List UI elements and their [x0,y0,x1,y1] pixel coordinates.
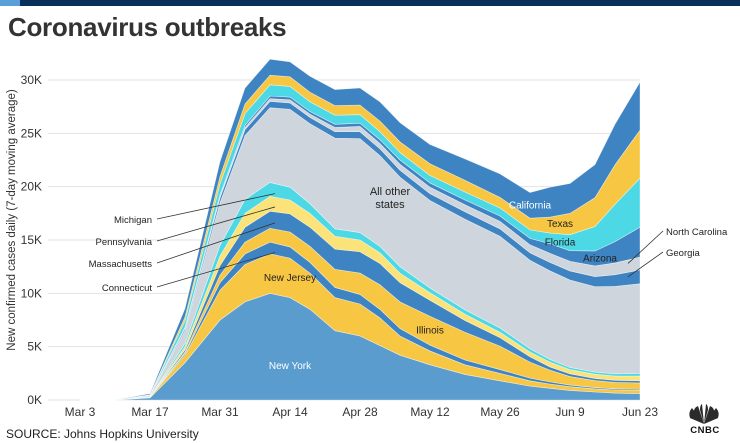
peacock-logo-icon [689,404,719,424]
x-tick-label: Jun 23 [622,405,658,419]
callout-line [627,230,664,264]
y-axis-label: New confirmed cases daily (7-day moving … [6,89,18,351]
logo-wordmark: CNBC [690,425,720,436]
callout-label: North Carolina [666,227,728,238]
x-tick-label: Jun 9 [555,405,585,419]
callout-label: Michigan [114,215,152,226]
callout-line [156,252,276,288]
series-label: New York [269,361,312,372]
callout-line [156,222,276,264]
top-banner-accent [0,0,20,6]
series-label: New Jersey [264,273,316,284]
x-tick-label: Apr 28 [342,405,378,419]
series-label: All other [370,186,411,198]
y-axis-label-wrap: New confirmed cases daily (7-day moving … [2,89,22,351]
y-axis-ticks: 0K 5K 10K 15K 20K 25K 30K [21,73,42,407]
callout-label: Pennsylvania [95,237,152,248]
x-tick-label: Mar 31 [201,405,239,419]
series-label: Florida [545,238,576,249]
y-tick-label: 25K [21,126,42,140]
y-tick-label: 30K [21,73,42,87]
callout-labels: Michigan Pennsylvania Massachusetts Connect… [89,193,728,294]
x-tick-label: May 26 [480,405,520,419]
x-tick-label: Mar 17 [131,405,169,419]
series-label: Arizona [583,253,617,264]
area-california [80,58,641,401]
series-label: Illinois [416,326,444,337]
source-note: SOURCE: Johns Hopkins University [6,427,199,441]
x-axis-ticks: Mar 3 Mar 17 Mar 31 Apr 14 Apr 28 May 12 May 2… [65,405,659,419]
x-tick-label: May 12 [410,405,450,419]
callout-label: Georgia [666,248,701,259]
series-label: California [509,200,552,211]
series-label: Texas [547,219,573,230]
callout-line [156,206,276,242]
series-labels: New York New Jersey Illinois California Texa… [264,186,618,372]
series-label: states [375,199,405,211]
area-series [80,58,641,401]
top-banner [0,0,740,6]
callout-line [627,251,664,278]
callout-label: Massachusetts [89,259,153,270]
x-tick-label: Apr 14 [272,405,308,419]
y-tick-label: 20K [21,180,42,194]
y-tick-label: 0K [27,393,42,407]
callout-line [156,193,276,220]
y-tick-label: 10K [21,286,42,300]
y-tick-label: 5K [27,340,42,354]
chart-title: Coronavirus outbreaks [8,12,287,42]
callout-label: Connecticut [102,283,153,294]
x-tick-label: Mar 3 [65,405,96,419]
y-tick-label: 15K [21,233,42,247]
